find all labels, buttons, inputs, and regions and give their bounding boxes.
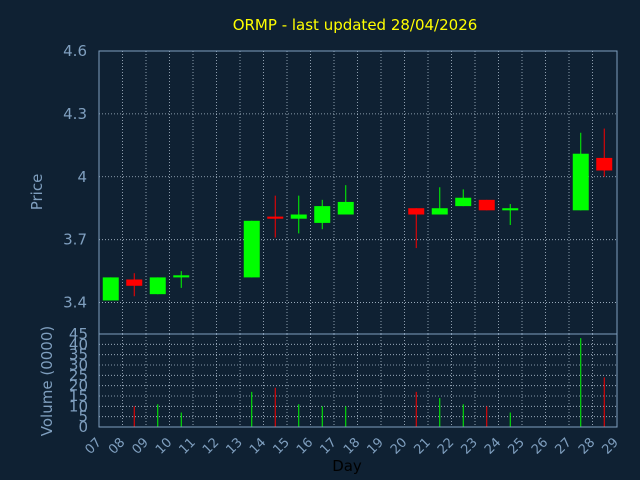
- day-tick-label: 24: [482, 435, 504, 457]
- candle-body: [431, 208, 448, 215]
- day-tick-label: 07: [83, 435, 105, 457]
- day-tick-label: 23: [459, 435, 481, 457]
- volume-tick-label: 20: [69, 377, 88, 395]
- day-tick-label: 16: [294, 435, 316, 457]
- candle-body: [267, 216, 284, 219]
- candle-body: [173, 275, 190, 278]
- day-tick-label: 14: [247, 435, 269, 457]
- x-axis-label: Day: [332, 457, 362, 475]
- candle-body: [455, 197, 472, 207]
- day-tick-label: 21: [412, 435, 434, 457]
- volume-tick-label: 40: [69, 335, 88, 353]
- chart-title: ORMP - last updated 28/04/2026: [233, 16, 478, 34]
- day-tick-label: 29: [600, 435, 622, 457]
- day-tick-label: 11: [177, 435, 199, 457]
- day-tick-label: 25: [506, 435, 528, 457]
- day-tick-label: 13: [224, 435, 246, 457]
- day-tick-label: 09: [130, 435, 152, 457]
- day-tick-label: 26: [529, 435, 551, 457]
- day-tick-label: 12: [200, 435, 222, 457]
- volume-tick-label: 25: [69, 366, 88, 384]
- day-tick-label: 08: [106, 435, 128, 457]
- volume-tick-label: 30: [69, 356, 88, 374]
- candlesticks: [102, 128, 613, 301]
- candle-body: [126, 279, 143, 286]
- price-tick-label: 3.7: [63, 231, 87, 249]
- volume-tick-label: 5: [78, 408, 88, 426]
- volume-grid: [99, 334, 617, 427]
- candle-body: [596, 157, 613, 171]
- day-tick-label: 19: [365, 435, 387, 457]
- candle-body: [337, 201, 354, 215]
- candle-body: [502, 208, 519, 211]
- candle-body: [314, 206, 331, 223]
- candle-body: [408, 208, 425, 215]
- volume-tick-label: 35: [69, 346, 88, 364]
- day-tick-label: 22: [435, 435, 457, 457]
- price-axis-ticks: 4.6 4.3 4 3.7 3.4: [63, 42, 87, 312]
- day-tick-label: 18: [341, 435, 363, 457]
- day-tick-label: 17: [318, 435, 340, 457]
- price-tick-label: 4: [77, 168, 87, 186]
- volume-panel-frame: [98, 333, 618, 428]
- price-tick-label: 4.3: [63, 105, 87, 123]
- volume-tick-label: 15: [69, 387, 88, 405]
- price-grid: [99, 51, 617, 334]
- candle-body: [478, 199, 495, 211]
- price-panel-frame: [98, 50, 618, 335]
- candle-body: [102, 277, 119, 301]
- candle-body: [290, 214, 307, 219]
- day-tick-label: 28: [576, 435, 598, 457]
- candle-body: [243, 220, 260, 278]
- volume-tick-label: 0: [78, 418, 88, 436]
- day-tick-label: 10: [153, 435, 175, 457]
- volume-tick-label: 10: [69, 397, 88, 415]
- candle-body: [572, 153, 589, 211]
- volume-tick-label: 45: [69, 325, 88, 343]
- price-tick-label: 3.4: [63, 294, 87, 312]
- day-tick-label: 15: [271, 435, 293, 457]
- day-tick-label: 27: [553, 435, 575, 457]
- day-axis-ticks: 07 08 09 10 11 12 13 14 15 16 17 18 19 20 21 22 23 24 25 26…: [83, 435, 622, 457]
- price-tick-label: 4.6: [63, 42, 87, 60]
- volume-axis-label: Volume (0000): [38, 326, 56, 436]
- price-axis-label: Price: [28, 174, 46, 211]
- day-tick-label: 20: [388, 435, 410, 457]
- candle-body: [149, 277, 166, 295]
- volume-bars: [133, 338, 605, 427]
